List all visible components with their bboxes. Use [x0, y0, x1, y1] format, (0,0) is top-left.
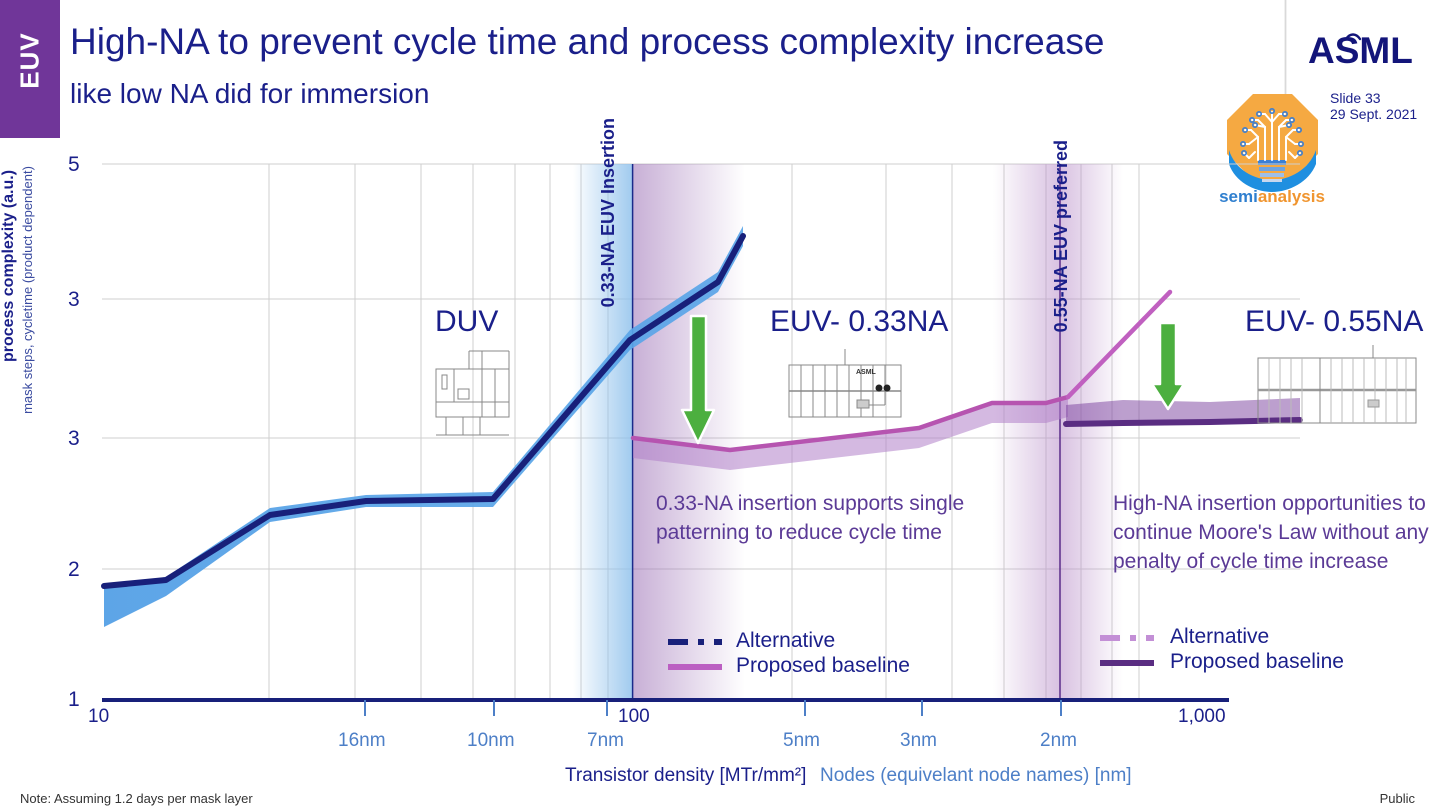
svg-text:ASML: ASML	[856, 369, 877, 376]
